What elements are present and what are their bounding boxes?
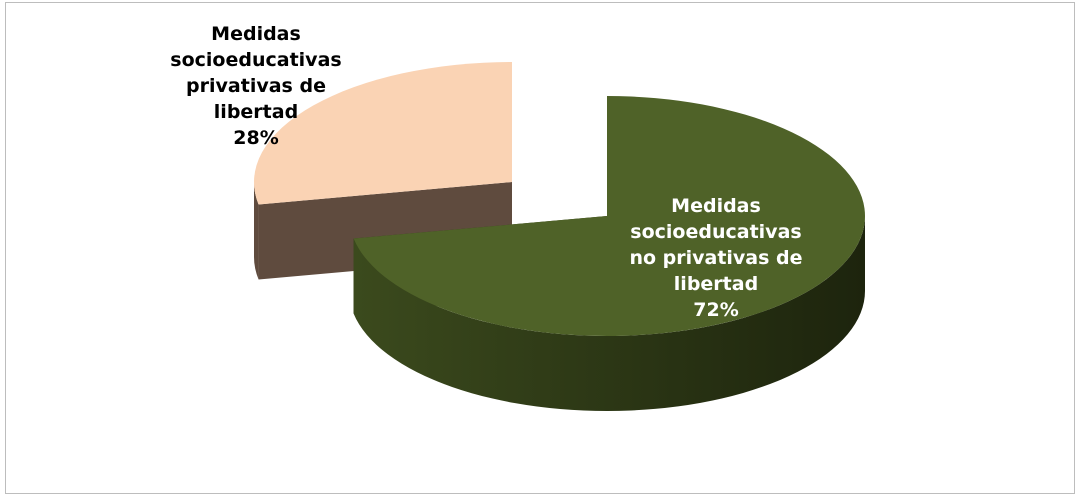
label-line: socioeducativas [630,221,802,243]
data-label-privativas: Medidas socioeducativas privativas de li… [156,21,356,151]
data-label-no-privativas: Medidas socioeducativas no privativas de… [606,193,826,323]
label-line: privativas de [186,75,326,97]
slice-no-privativas-top [353,96,865,336]
label-line: libertad [673,273,759,295]
chart-area: Medidas socioeducativas no privativas de… [5,2,1075,494]
pie-chart [253,62,865,411]
slice-privativas-top [253,62,512,205]
slice-privativas-outer-wall [254,182,259,280]
label-line: socioeducativas [170,49,342,71]
label-line: no privativas de [629,247,803,269]
percent-label: 28% [233,127,279,149]
label-line: Medidas [211,23,301,45]
percent-label: 72% [693,299,739,321]
label-line: Medidas [671,195,761,217]
slice-no-privativas-outer-wall [353,216,865,411]
label-line: libertad [213,101,299,123]
